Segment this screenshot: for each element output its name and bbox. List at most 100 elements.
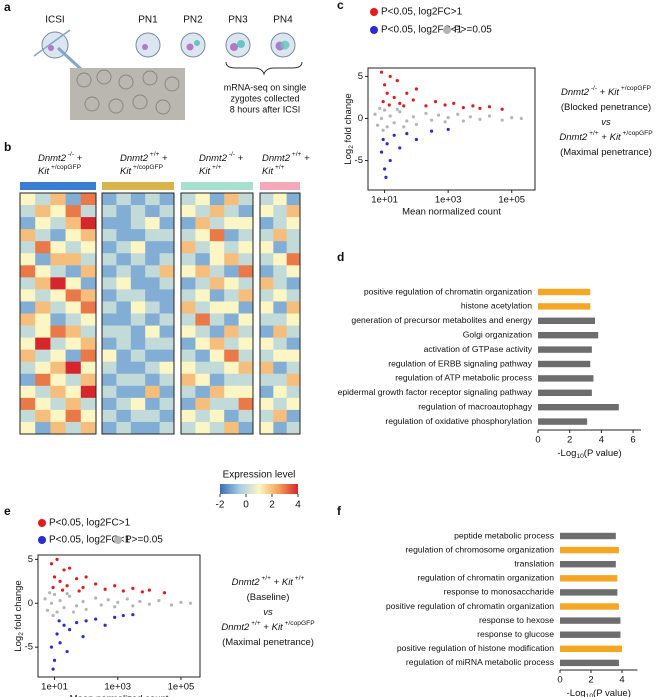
point <box>468 115 472 119</box>
heat-cell <box>116 397 132 411</box>
legend-marker <box>370 8 378 16</box>
label-line: Kit +/+ <box>262 164 285 176</box>
heat-cell <box>195 265 211 278</box>
heat-cell <box>20 217 36 230</box>
point <box>414 122 418 126</box>
heat-cell <box>209 337 225 350</box>
heat-cell <box>181 301 196 314</box>
heat-cell <box>102 337 117 350</box>
point <box>49 601 54 605</box>
bar <box>560 532 616 540</box>
heat-cell <box>102 373 117 387</box>
point <box>62 623 66 627</box>
heat-cell <box>209 229 225 242</box>
heat-cell <box>209 361 225 375</box>
heat-cell <box>260 217 274 230</box>
bar <box>538 418 588 425</box>
point <box>381 128 385 132</box>
point <box>379 150 384 154</box>
point <box>52 592 57 597</box>
heat-cell <box>102 265 117 278</box>
heat-cell <box>35 193 51 206</box>
heat-cell <box>80 325 97 338</box>
heat-cell <box>20 277 36 290</box>
group-bar <box>20 182 96 190</box>
heat-cell <box>130 409 146 423</box>
stage-label: PN2 <box>183 15 203 26</box>
heat-cell <box>50 325 66 338</box>
point <box>385 142 389 146</box>
x-tick-label: 0 <box>535 435 540 446</box>
point <box>147 588 151 592</box>
heat-cell <box>35 313 51 326</box>
heat-cell <box>195 289 211 302</box>
heat-cell <box>65 289 82 302</box>
bar <box>538 389 592 396</box>
heat-cell <box>50 229 66 242</box>
bar <box>560 645 622 652</box>
heat-cell <box>102 325 117 338</box>
heat-cell <box>181 337 196 350</box>
category-label: peptide metabolic process <box>454 530 554 540</box>
heat-cell <box>209 325 225 338</box>
legend-marker <box>114 536 122 544</box>
heat-cell <box>35 301 51 314</box>
point <box>405 91 409 95</box>
heat-cell <box>238 385 254 399</box>
label-line: Dnmt2 +/+ + Kit +/copGFP <box>221 620 315 632</box>
point <box>471 104 475 108</box>
point <box>500 118 504 122</box>
heat-cell <box>260 397 274 411</box>
heat-cell <box>145 397 160 411</box>
label-line: -Log10(P value) <box>567 688 631 697</box>
point <box>81 585 85 590</box>
heat-cell <box>159 313 175 326</box>
label-line: vs <box>263 607 273 618</box>
heat-cell <box>80 361 97 375</box>
heat-cell <box>116 373 132 387</box>
point <box>456 112 460 116</box>
label-line: Dnmt2 +/+ + Kit +/+ <box>232 575 305 587</box>
x-tick-label: 2 <box>567 435 572 446</box>
heat-cell <box>35 205 51 218</box>
heat-cell <box>181 325 196 338</box>
heat-cell <box>50 361 66 375</box>
label-text: Dnmt2 <box>232 577 261 588</box>
heat-cell <box>80 229 97 242</box>
heat-cell <box>159 385 175 399</box>
heat-cell <box>130 313 146 326</box>
category-label: regulation of oxidative phosphorylation <box>385 416 532 426</box>
heat-cell <box>195 325 211 338</box>
label-line: (Baseline) <box>247 592 290 603</box>
y-tick-label: 0 <box>28 598 33 609</box>
heat-cell <box>35 289 51 302</box>
y-tick-label: 5 <box>28 554 33 565</box>
point <box>424 111 428 116</box>
heat-cell <box>80 289 97 302</box>
heat-cell <box>273 385 287 399</box>
colorbar-label: Expression level <box>223 470 296 481</box>
heat-cell <box>181 253 196 266</box>
legend-marker <box>38 536 46 544</box>
x-tick-label: 1e+05 <box>498 195 525 206</box>
heat-cell <box>130 421 146 435</box>
point <box>188 601 193 605</box>
heat-cell <box>195 349 211 362</box>
heat-cell <box>224 301 239 314</box>
heat-cell <box>80 337 97 350</box>
heat-cell <box>80 421 97 435</box>
heat-cell <box>181 385 196 399</box>
point <box>411 115 415 119</box>
heat-cell <box>238 253 254 266</box>
heat-cell <box>130 325 146 338</box>
label-text: + <box>271 577 282 588</box>
heat-cell <box>209 409 225 423</box>
heat-cell <box>159 289 175 302</box>
y-tick-label: -5 <box>355 155 363 166</box>
heat-cell <box>286 421 301 435</box>
point <box>446 127 450 132</box>
x-tick-label: 1e+03 <box>435 195 462 206</box>
point <box>49 645 54 649</box>
label-text: +/+ <box>249 620 261 627</box>
label-text: +/+ <box>210 164 222 171</box>
